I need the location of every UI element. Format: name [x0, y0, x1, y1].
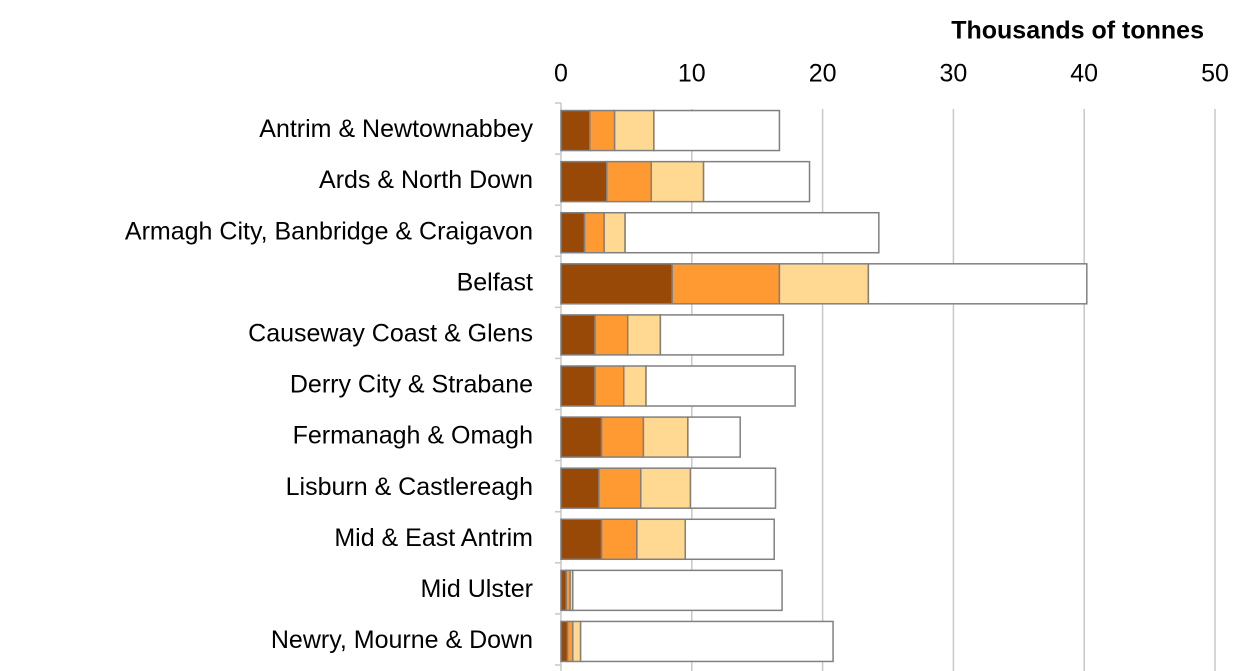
bar-segment [684, 518, 775, 561]
bar-segment [560, 211, 586, 254]
bar-segment [560, 518, 603, 561]
bar-segment [606, 160, 653, 203]
bar-segment [589, 109, 616, 152]
bar-segment [689, 467, 777, 509]
bar-segment [600, 416, 645, 458]
bar-segment [560, 569, 567, 612]
bar-segment [560, 314, 596, 356]
bar-segment [626, 314, 662, 356]
bar-segment [572, 569, 783, 612]
bar-segment [560, 467, 600, 509]
bar-segment [642, 416, 689, 458]
bar-segment [583, 211, 605, 254]
bar-segment [600, 518, 638, 561]
y-tick-label: Ards & North Down [319, 166, 533, 194]
bar-segment [867, 263, 1088, 305]
bar-segment [579, 620, 834, 663]
bar-segment [598, 467, 642, 509]
y-tick-label: Mid & East Antrim [334, 524, 533, 552]
bar-segment [671, 263, 781, 305]
y-tick-label: Causeway Coast & Glens [248, 320, 533, 348]
y-tick-label: Newry, Mourne & Down [271, 626, 533, 654]
bar-segment [560, 160, 608, 203]
bar-segment [560, 263, 673, 305]
y-tick-label: Mid Ulster [420, 575, 533, 603]
bar-segment [560, 416, 603, 458]
bar-segment [572, 620, 582, 663]
y-tick-label: Belfast [457, 268, 533, 296]
bar-segment [659, 314, 785, 356]
y-tick-label: Armagh City, Banbridge & Craigavon [125, 217, 533, 245]
bar-segment [560, 365, 596, 407]
x-tick-label: 0 [554, 60, 568, 88]
bar-segment [560, 109, 591, 152]
bar-segment [603, 211, 626, 254]
y-tick-label: Derry City & Strabane [290, 371, 533, 399]
x-tick-label: 30 [939, 60, 967, 88]
bar-segment [560, 620, 569, 663]
bar-segment [640, 467, 692, 509]
bar-segment [650, 160, 705, 203]
x-tick-label: 40 [1070, 60, 1098, 88]
x-tick-label: 10 [678, 60, 706, 88]
y-tick-label: Lisburn & Castlereagh [286, 473, 533, 501]
bar-segment [594, 314, 629, 356]
bar-segment [645, 365, 796, 407]
bar-segment [566, 620, 574, 663]
bar-segment [687, 416, 741, 458]
axis-title: Thousands of tonnes [951, 17, 1204, 45]
x-tick-label: 50 [1201, 60, 1229, 88]
bar-segment [594, 365, 625, 407]
bar-segment [636, 518, 687, 561]
bar-segment [623, 365, 647, 407]
bar-segment [778, 263, 870, 305]
x-tick-label: 20 [809, 60, 837, 88]
bar-segment [624, 211, 880, 254]
bar-segment [702, 160, 811, 203]
y-tick-label: Antrim & Newtownabbey [259, 115, 533, 143]
bar-segment [613, 109, 655, 152]
y-tick-label: Fermanagh & Omagh [293, 422, 533, 450]
bar-segment [653, 109, 781, 152]
